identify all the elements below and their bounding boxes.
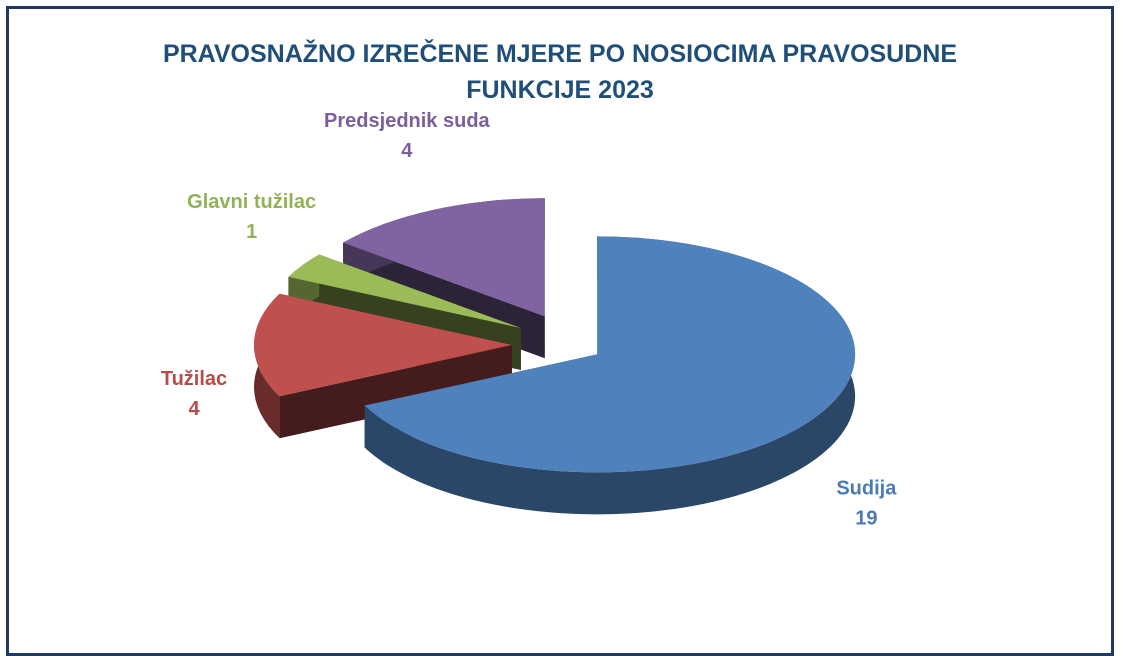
slice-top — [254, 293, 513, 397]
pie-slice — [254, 293, 513, 439]
data-label-name: Tužilac — [161, 368, 227, 390]
chart-title: PRAVOSNAŽNO IZREČENE MJERE PO NOSIOCIMA … — [162, 40, 958, 104]
slice-top — [364, 236, 856, 473]
pie-slice — [364, 236, 856, 515]
data-label-name: Predsjednik suda — [324, 110, 490, 132]
data-label-value: 4 — [188, 398, 200, 420]
data-label-name: Glavni tužilac — [187, 191, 316, 213]
data-label-value: 4 — [401, 140, 413, 162]
slice-top — [343, 198, 545, 317]
data-label-value: 19 — [855, 507, 877, 529]
slice-top — [288, 254, 521, 329]
data-label-value: 1 — [246, 221, 257, 243]
data-label-name: Sudija — [836, 477, 897, 499]
